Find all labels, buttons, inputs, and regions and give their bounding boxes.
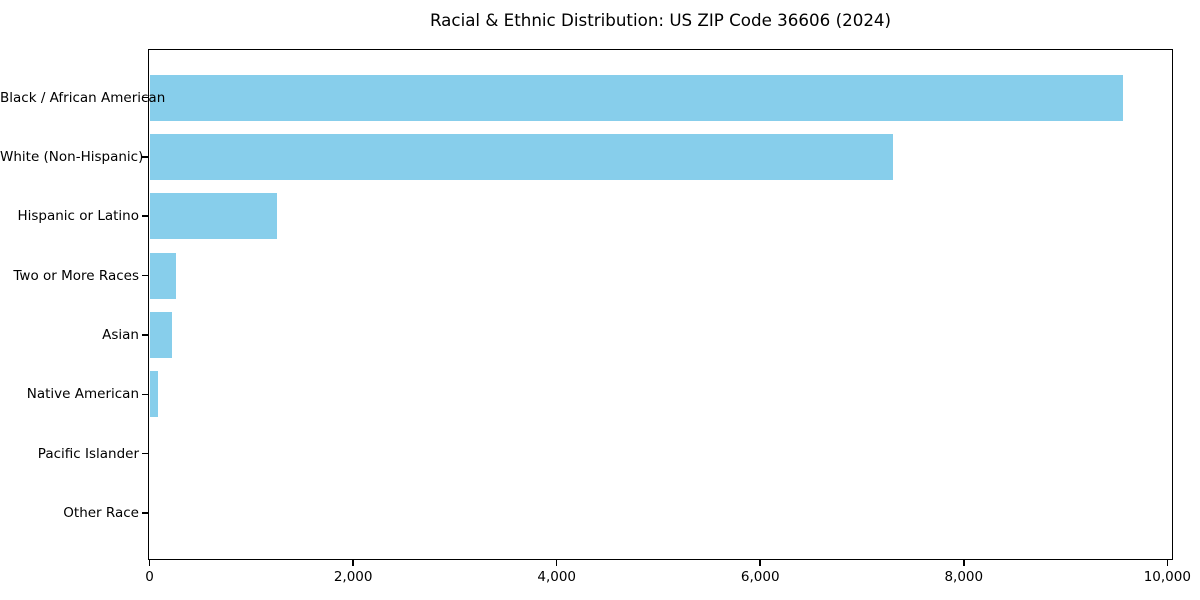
x-axis-tick-label: 0	[145, 569, 154, 585]
x-axis-tick-label: 4,000	[537, 569, 577, 585]
x-axis-tick	[1166, 560, 1169, 566]
x-axis-tick-label: 10,000	[1143, 569, 1191, 585]
bar-asian	[149, 311, 172, 358]
plot-area	[148, 49, 1173, 560]
y-axis-tick	[142, 96, 148, 99]
y-axis-tick	[142, 215, 148, 217]
y-axis-label: Other Race	[63, 505, 139, 522]
x-axis-tick-label: 2,000	[333, 569, 373, 585]
y-axis-label: Native American	[26, 386, 139, 403]
x-axis-tick	[759, 560, 762, 566]
y-axis-label: Asian	[102, 326, 139, 343]
y-axis-label: Hispanic or Latino	[17, 208, 139, 225]
y-axis-tick	[142, 512, 148, 514]
y-axis-tick	[142, 274, 148, 277]
bar-hispanic-or-latino	[149, 193, 278, 240]
bar-black-african-american	[149, 74, 1124, 121]
bar-two-or-more-races	[149, 252, 177, 299]
y-axis-label: Two or More Races	[13, 267, 139, 284]
x-axis-tick-label: 6,000	[740, 569, 780, 585]
chart-title: Racial & Ethnic Distribution: US ZIP Cod…	[429, 10, 892, 30]
x-axis-tick-label: 8,000	[944, 569, 984, 585]
y-axis-tick	[142, 156, 148, 158]
x-axis-tick	[555, 560, 558, 566]
x-axis-tick	[148, 560, 151, 566]
y-axis-label: White (Non-Hispanic)	[0, 148, 144, 165]
x-axis-tick	[962, 560, 965, 566]
y-axis-tick	[142, 334, 148, 336]
y-axis-tick	[142, 452, 148, 455]
bar-native-american	[149, 371, 159, 418]
x-axis-tick	[352, 560, 354, 566]
y-axis-label: Pacific Islander	[37, 445, 139, 462]
y-axis-tick	[142, 393, 148, 396]
bar-white-non-hispanic-	[149, 133, 893, 180]
y-axis-label: Black / African American	[0, 89, 166, 106]
